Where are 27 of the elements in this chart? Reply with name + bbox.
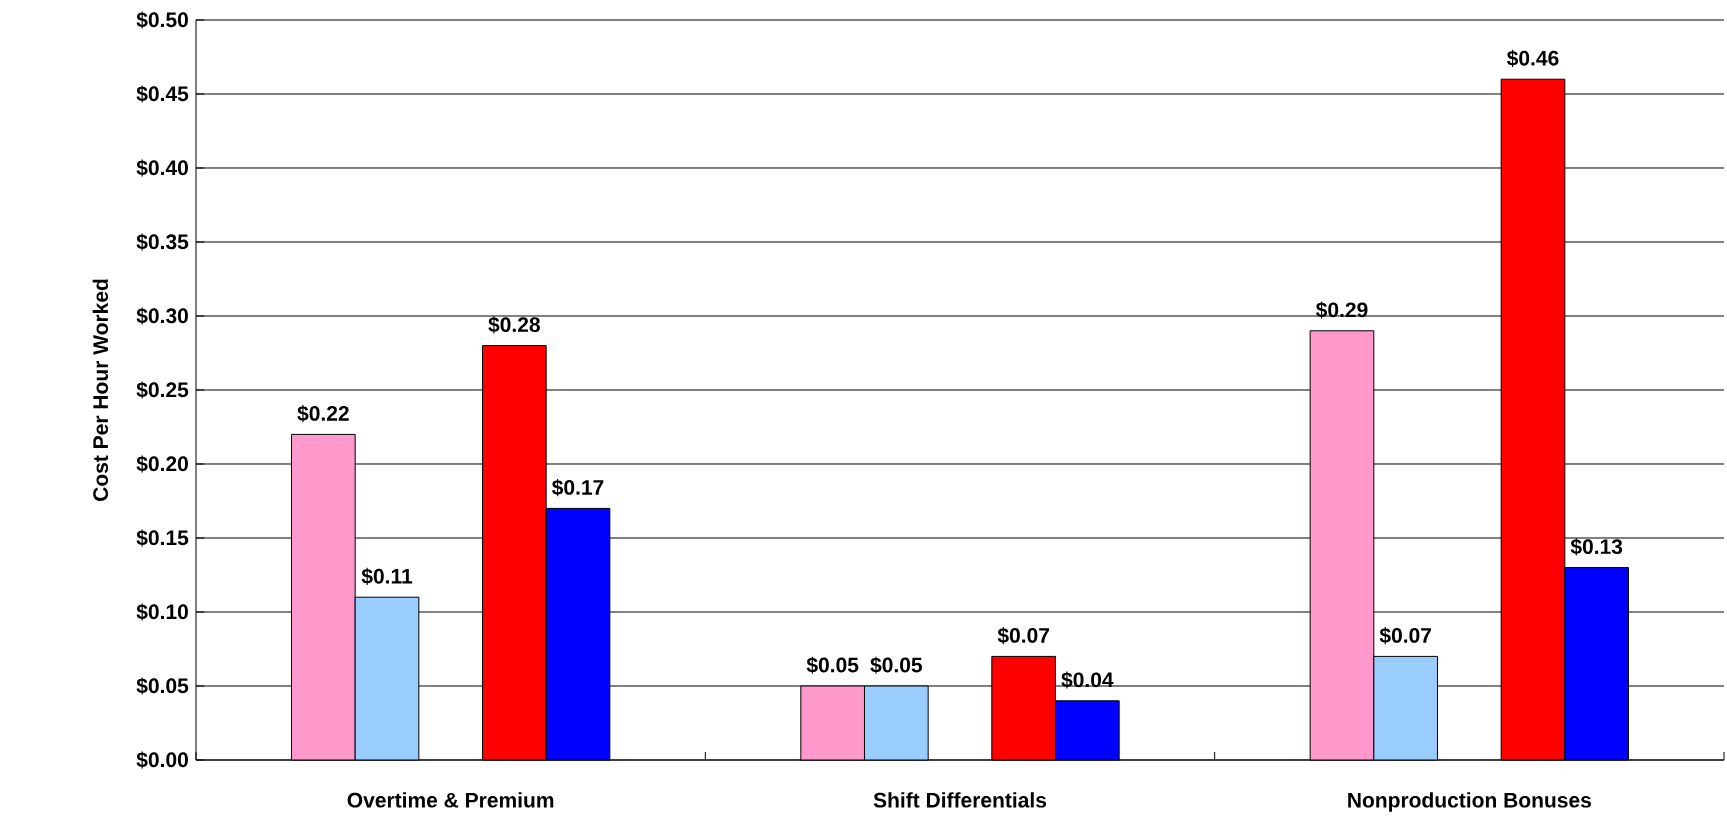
- data-label: $0.17: [552, 479, 604, 497]
- data-label: $0.04: [1061, 671, 1114, 689]
- data-label: $0.46: [1506, 49, 1559, 67]
- data-label: $0.13: [1570, 538, 1623, 556]
- y-tick-label: $0.00: [136, 751, 188, 769]
- y-tick-label: $0.25: [136, 381, 189, 399]
- data-label: $0.28: [488, 316, 540, 334]
- x-tick-label: Overtime & Premium: [347, 792, 554, 808]
- y-tick-label: $0.40: [136, 159, 188, 177]
- data-label: $0.05: [870, 656, 923, 674]
- data-label: $0.07: [1379, 627, 1431, 645]
- y-tick-label: $0.10: [136, 603, 188, 621]
- y-tick-label: $0.05: [136, 677, 189, 695]
- x-tick-label: Shift Differentials: [873, 792, 1047, 808]
- y-tick-label: $0.50: [136, 11, 188, 29]
- data-label: $0.22: [297, 405, 349, 423]
- data-label: $0.11: [361, 567, 413, 585]
- data-label: $0.07: [997, 627, 1049, 645]
- y-tick-label: $0.15: [136, 529, 189, 547]
- x-tick-label: Nonproduction Bonuses: [1348, 792, 1591, 812]
- y-axis-title: Cost Per Hour Worked: [92, 279, 109, 501]
- y-tick-label: $0.30: [136, 307, 188, 325]
- y-tick-label: $0.35: [136, 233, 189, 251]
- y-tick-label: $0.20: [136, 455, 188, 473]
- data-label: $0.29: [1315, 301, 1368, 319]
- y-tick-label: $0.45: [136, 85, 189, 103]
- data-label: $0.05: [806, 656, 859, 674]
